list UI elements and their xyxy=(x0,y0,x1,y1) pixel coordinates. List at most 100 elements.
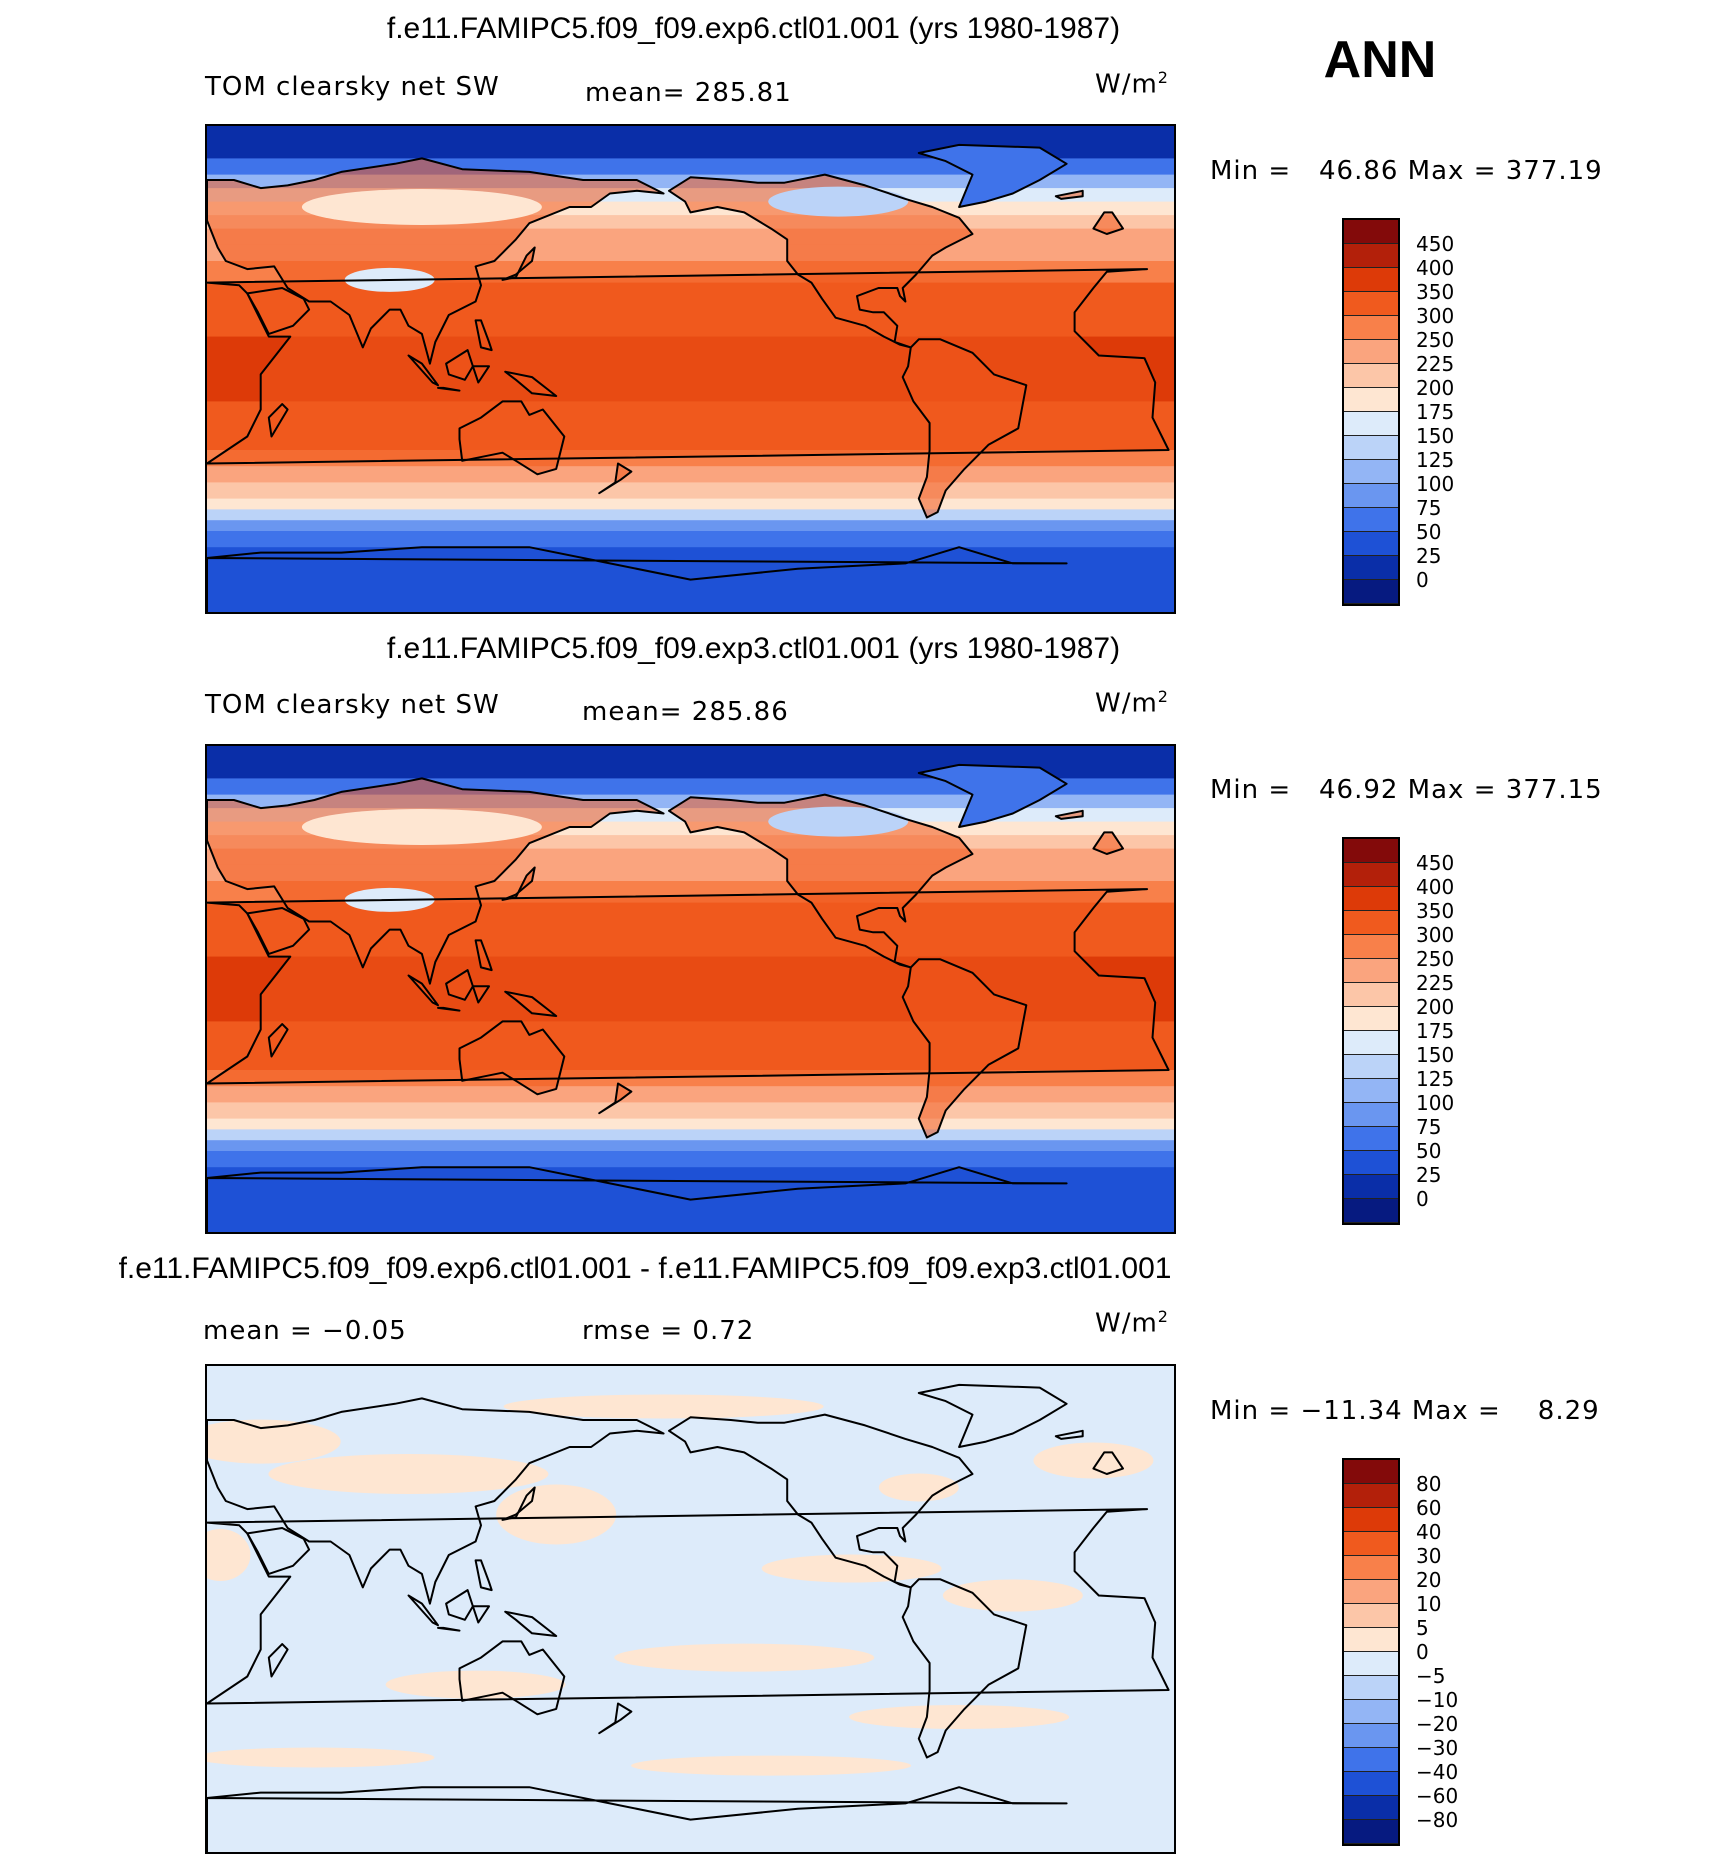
colorbar-swatch xyxy=(1344,556,1400,580)
panel-2-map xyxy=(205,744,1176,1234)
colorbar-tick-label: 250 xyxy=(1416,328,1455,352)
land-fill xyxy=(505,371,557,396)
coastline xyxy=(267,1023,289,1058)
colorbar-tick-label: 300 xyxy=(1416,923,1455,947)
coastline xyxy=(1092,1451,1124,1475)
field-band xyxy=(207,509,1174,521)
land-fill xyxy=(669,174,973,348)
coastline xyxy=(501,246,536,281)
colorbar-swatch xyxy=(1344,887,1400,911)
greenland-fill xyxy=(918,764,1067,827)
colorbar-swatch xyxy=(1344,1175,1400,1199)
coastline xyxy=(501,1486,536,1521)
coastline xyxy=(917,763,1068,828)
colorbar-swatch xyxy=(1344,244,1400,268)
field-band xyxy=(207,520,1174,532)
colorbar-swatch xyxy=(1344,1460,1400,1484)
colorbar-swatch xyxy=(1344,316,1400,340)
coastline xyxy=(407,354,439,387)
colorbar-swatch xyxy=(1344,1532,1400,1556)
coastline xyxy=(474,319,493,352)
coastline xyxy=(207,777,665,985)
colorbar-tick-label: 20 xyxy=(1416,1568,1442,1592)
colorbar-swatch xyxy=(1344,412,1400,436)
panel-2-min-max: Min = 46.92 Max = 377.15 xyxy=(1210,775,1603,805)
panel-3-title: f.e11.FAMIPC5.f09_f09.exp6.ctl01.001 - f… xyxy=(118,1252,1172,1285)
coastline xyxy=(668,793,974,969)
colorbar-swatch xyxy=(1344,1556,1400,1580)
colorbar-tick-label: 0 xyxy=(1416,1640,1429,1664)
colorbar-swatch xyxy=(1344,839,1400,863)
colorbar-swatch xyxy=(1344,1748,1400,1772)
land-fill xyxy=(446,350,473,380)
panel-3-min-max: Min = −11.34 Max = 8.29 xyxy=(1210,1396,1600,1426)
colorbar-outline xyxy=(1342,218,1400,606)
colorbar-tick-label: 25 xyxy=(1416,1163,1442,1187)
coastline xyxy=(458,1020,566,1096)
colorbar-swatch xyxy=(1344,1772,1400,1796)
colorbar-tick-label: 175 xyxy=(1416,1019,1455,1043)
colorbar-swatch xyxy=(1344,1103,1400,1127)
greenland-fill xyxy=(918,144,1067,207)
colorbar-swatch xyxy=(1344,1508,1400,1532)
coastline xyxy=(445,1589,474,1621)
season-label: ANN xyxy=(1323,31,1437,89)
panel-1-units-label: W/m2 xyxy=(1095,68,1169,100)
coastline xyxy=(267,403,289,438)
land-fill xyxy=(669,794,973,968)
panel-1-title: f.e11.FAMIPC5.f09_f09.exp6.ctl01.001 (yr… xyxy=(386,12,1121,45)
colorbar-tick-label: −40 xyxy=(1416,1760,1459,1784)
coastline xyxy=(1092,831,1124,855)
colorbar-tick-label: 60 xyxy=(1416,1496,1442,1520)
colorbar-swatch xyxy=(1344,1676,1400,1700)
colorbar-swatch xyxy=(1344,935,1400,959)
colorbar-tick-label: 80 xyxy=(1416,1472,1442,1496)
coastline xyxy=(598,462,633,495)
colorbar-tick-label: 450 xyxy=(1416,232,1455,256)
land-fill xyxy=(268,404,288,437)
colorbar-tick-label: −30 xyxy=(1416,1736,1459,1760)
panel-3-mean-label: mean = −0.05 xyxy=(203,1316,407,1346)
coastline xyxy=(668,1413,974,1589)
colorbar-swatch xyxy=(1344,1580,1400,1604)
colorbar-swatch xyxy=(1344,1031,1400,1055)
colorbar-outline xyxy=(1342,1458,1400,1846)
colorbar-swatch xyxy=(1344,268,1400,292)
coastline xyxy=(246,287,311,335)
colorbar-swatch xyxy=(1344,1604,1400,1628)
coastline xyxy=(437,1626,461,1632)
colorbar-tick-label: −10 xyxy=(1416,1688,1459,1712)
coastline xyxy=(437,1006,461,1012)
land-fill xyxy=(505,991,557,1016)
coastline xyxy=(504,990,558,1017)
colorbar-tick-label: 10 xyxy=(1416,1592,1442,1616)
coastline xyxy=(1054,189,1084,200)
colorbar-tick-label: 100 xyxy=(1416,1091,1455,1115)
panel-1-mean-label: mean= 285.81 xyxy=(585,78,792,108)
coastline xyxy=(207,546,1068,612)
field-patch xyxy=(268,1454,549,1494)
panel-3-map xyxy=(205,1364,1176,1854)
colorbar-tick-label: 225 xyxy=(1416,352,1455,376)
panel-3-units-label: W/m2 xyxy=(1095,1307,1169,1339)
antarctica-fill xyxy=(207,1167,1067,1232)
colorbar-swatch xyxy=(1344,436,1400,460)
coastline xyxy=(471,1605,490,1624)
coastline xyxy=(207,268,1170,465)
colorbar-swatch xyxy=(1344,340,1400,364)
colorbar-tick-label: 300 xyxy=(1416,304,1455,328)
colorbar-swatch xyxy=(1344,1700,1400,1724)
coastline xyxy=(207,1166,1068,1232)
coastline xyxy=(267,1643,289,1678)
field-band xyxy=(207,1151,1174,1168)
coastline xyxy=(445,969,474,1001)
coastline xyxy=(207,888,1170,1085)
land-fill xyxy=(475,320,492,351)
field-patch xyxy=(849,1705,1070,1729)
panel-1-map xyxy=(205,124,1176,614)
land-fill xyxy=(247,908,310,954)
colorbar-tick-label: 150 xyxy=(1416,1043,1455,1067)
colorbar-swatch xyxy=(1344,1484,1400,1508)
colorbar-tick-label: 350 xyxy=(1416,899,1455,923)
colorbar-tick-label: 25 xyxy=(1416,544,1442,568)
